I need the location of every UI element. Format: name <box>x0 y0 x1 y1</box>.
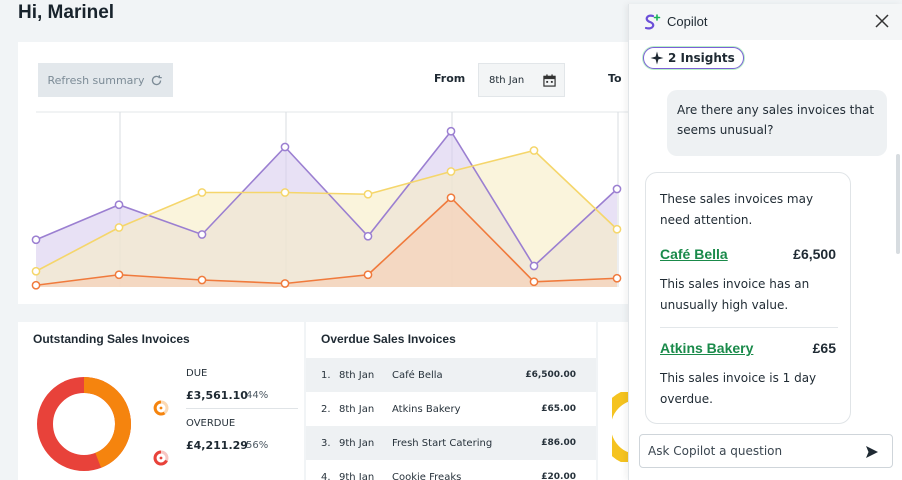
row-date: 9th Jan <box>339 471 375 480</box>
calendar-icon <box>543 74 556 87</box>
overdue-invoices-panel: Overdue Sales Invoices 1. 8th Jan Café B… <box>306 322 596 480</box>
data-point <box>612 224 622 234</box>
due-amount: £3,561.10 <box>186 389 248 402</box>
series-line-1 <box>35 149 618 272</box>
row-number: 2. <box>321 403 331 415</box>
row-amount: £65.00 <box>541 404 576 414</box>
to-label: To <box>608 72 622 85</box>
refresh-summary-button[interactable]: Refresh summary <box>38 63 173 97</box>
insights-label: 2 Insights <box>668 51 735 65</box>
data-point <box>446 193 456 203</box>
greeting-title: Hi, Marinel <box>18 2 115 23</box>
data-point <box>363 270 373 280</box>
table-row[interactable]: 3. 9th Jan Fresh Start Catering £86.00 <box>306 426 596 460</box>
data-point <box>114 200 124 210</box>
reply-divider <box>660 327 838 328</box>
refresh-icon <box>152 74 163 85</box>
overdue-label: OVERDUE <box>186 418 236 429</box>
overdue-amount: £4,211.29 <box>186 439 248 452</box>
send-icon[interactable] <box>864 444 880 460</box>
row-date: 8th Jan <box>339 403 375 415</box>
row-customer: Cookie Freaks <box>392 471 462 480</box>
invoice-link-cafe-bella[interactable]: Café Bella <box>660 246 728 262</box>
data-point <box>612 273 622 283</box>
from-date-value: 8th Jan <box>489 74 525 86</box>
data-point <box>612 184 622 194</box>
legend-divider <box>186 408 298 409</box>
due-mini-ring-icon <box>153 400 169 416</box>
outstanding-title: Outstanding Sales Invoices <box>33 332 190 346</box>
data-point <box>197 275 207 285</box>
data-point <box>31 235 41 245</box>
row-date: 8th Jan <box>339 369 375 381</box>
reply-intro-text: These sales invoices may need attention. <box>660 192 814 227</box>
data-point <box>114 223 124 232</box>
series-line-2 <box>35 196 618 287</box>
row-number: 4. <box>321 471 331 480</box>
due-percent: 44% <box>246 390 269 401</box>
data-point <box>446 126 456 136</box>
due-label: DUE <box>186 368 208 379</box>
invoice-amount: £65 <box>812 340 836 356</box>
copilot-logo-icon <box>644 14 661 30</box>
table-row[interactable]: 2. 8th Jan Atkins Bakery £65.00 <box>306 392 596 426</box>
copilot-title: Copilot <box>667 14 708 29</box>
sparkle-icon <box>650 51 664 65</box>
data-point <box>363 231 373 241</box>
data-point <box>114 270 124 280</box>
overdue-title: Overdue Sales Invoices <box>321 332 456 346</box>
from-label: From <box>434 72 466 85</box>
data-point <box>280 279 290 288</box>
overdue-percent: 56% <box>246 440 269 451</box>
copilot-panel: Copilot 2 Insights Are there any sales i… <box>628 4 902 480</box>
insights-badge[interactable]: 2 Insights <box>643 47 744 69</box>
series-line-0 <box>35 129 618 268</box>
row-customer: Fresh Start Catering <box>392 437 493 449</box>
series-area-2 <box>36 197 617 287</box>
data-point <box>31 266 41 276</box>
row-number: 1. <box>321 369 331 381</box>
copilot-header: Copilot <box>629 4 902 40</box>
data-point <box>280 188 290 197</box>
summary-chart-card: Refresh summary From 8th Jan To <box>18 42 658 304</box>
data-point <box>280 142 290 152</box>
partial-gauge-chart <box>612 392 638 462</box>
from-date-picker[interactable]: 8th Jan <box>478 63 565 97</box>
donut-due-segment <box>37 377 131 471</box>
ask-copilot-input[interactable]: Ask Copilot a question <box>639 434 893 468</box>
table-row[interactable]: 4. 9th Jan Cookie Freaks £20.00 <box>306 460 596 480</box>
data-point <box>197 188 207 197</box>
row-amount: £20.00 <box>541 472 576 480</box>
scrollbar-thumb[interactable] <box>896 154 900 254</box>
refresh-summary-label: Refresh summary <box>47 73 145 87</box>
close-icon[interactable] <box>873 12 891 30</box>
row-amount: £6,500.00 <box>525 370 576 380</box>
data-point <box>31 280 41 290</box>
row-number: 3. <box>321 437 331 449</box>
row-customer: Atkins Bakery <box>392 403 461 415</box>
data-point <box>446 167 456 176</box>
outstanding-donut-chart <box>37 377 131 471</box>
data-point <box>363 189 373 199</box>
user-message-bubble: Are there any sales invoices that seems … <box>667 90 887 156</box>
sales-line-chart <box>31 111 658 290</box>
data-point <box>529 261 539 271</box>
ask-placeholder: Ask Copilot a question <box>648 444 783 458</box>
overdue-mini-ring-icon <box>153 450 169 466</box>
invoice-amount: £6,500 <box>793 246 836 262</box>
row-customer: Café Bella <box>392 369 443 381</box>
table-row[interactable]: 1. 8th Jan Café Bella £6,500.00 <box>306 358 596 392</box>
invoice-description: This sales invoice is 1 day overdue. <box>660 371 817 406</box>
outstanding-invoices-panel: Outstanding Sales Invoices DUE £3,561.10… <box>18 322 304 480</box>
invoice-link-atkins-bakery[interactable]: Atkins Bakery <box>660 340 754 356</box>
data-point <box>529 146 539 155</box>
data-point <box>197 230 207 239</box>
row-amount: £86.00 <box>541 438 576 448</box>
invoice-description: This sales invoice has an unusually high… <box>660 277 810 312</box>
row-date: 9th Jan <box>339 437 375 449</box>
copilot-reply-card: These sales invoices may need attention.… <box>645 172 851 424</box>
data-point <box>529 277 539 287</box>
